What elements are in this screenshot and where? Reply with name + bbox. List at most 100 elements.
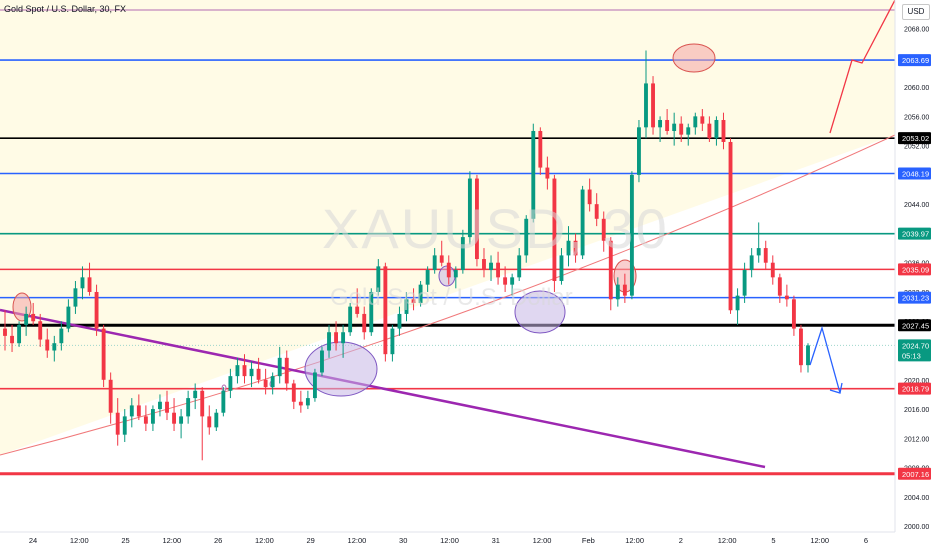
level-price-tag — [898, 382, 931, 395]
candle-body — [679, 123, 684, 135]
candle-body — [446, 262, 451, 278]
candle-body — [587, 189, 592, 205]
candle-body — [545, 167, 550, 179]
candle-body — [129, 405, 134, 417]
price-tick-label: 2052.00 — [904, 144, 929, 151]
level-price-label: 2048.19 — [902, 170, 929, 179]
candle-body — [10, 335, 14, 344]
level-price-tag — [898, 132, 931, 145]
candle-body — [538, 130, 543, 168]
candle-body — [150, 409, 155, 424]
time-tick-label: 24 — [29, 536, 37, 545]
highlight-ellipse-4 — [514, 290, 566, 334]
rising-support-line — [0, 134, 896, 456]
time-tick-label: 12:00 — [810, 536, 829, 545]
level-price-label: 2007.16 — [902, 470, 929, 479]
time-tick-label: 29 — [306, 536, 314, 545]
candle-body — [651, 83, 655, 128]
candle-body — [31, 313, 36, 322]
candle-body — [637, 127, 641, 175]
candle-body — [369, 291, 374, 333]
candle-body — [686, 127, 691, 135]
watermark-name: Gold Spot / U.S. Dollar — [330, 284, 573, 311]
descending-trendline — [0, 308, 766, 469]
time-tick-label: Feb — [582, 536, 595, 545]
time-tick-label: 2 — [679, 536, 683, 545]
candle-body — [524, 218, 529, 256]
candle-body — [799, 328, 803, 366]
price-tick-label: 2020.00 — [904, 378, 929, 385]
candle-body — [327, 332, 331, 351]
candle-body — [143, 416, 148, 424]
candle-body — [277, 357, 282, 377]
currency-button[interactable]: USD — [902, 4, 930, 20]
candle-body — [806, 345, 810, 366]
candle-body — [376, 266, 381, 292]
candle-body — [580, 189, 585, 256]
candle-body — [17, 324, 22, 344]
candle-body — [52, 343, 57, 351]
candle-body — [24, 313, 29, 325]
shaded-zone-layer — [0, 0, 895, 455]
candle-body — [228, 376, 233, 391]
level-price-tag — [898, 54, 931, 67]
time-tick-label: 12:00 — [625, 536, 644, 545]
candle-body — [284, 357, 289, 384]
candle-body — [594, 204, 599, 219]
level-price-label: 2035.09 — [902, 265, 929, 274]
candle-body — [777, 277, 782, 296]
current-price-label: 2024.70 — [902, 341, 929, 350]
bullish-projection-arrow — [829, 0, 896, 134]
time-tick-label: 12:00 — [255, 536, 274, 545]
candle-body — [235, 365, 240, 377]
price-tick-label: 2060.00 — [904, 85, 929, 92]
candle-body — [136, 405, 141, 417]
candle-body — [700, 116, 705, 124]
candle-body — [475, 178, 479, 260]
candle-body — [66, 306, 71, 329]
time-tick-label: 12:00 — [533, 536, 552, 545]
candle-body — [756, 248, 761, 256]
price-tick-label: 2016.00 — [904, 407, 929, 414]
candle-body — [320, 350, 324, 373]
candle-body — [73, 288, 78, 307]
candle-body — [186, 398, 191, 417]
candle-body — [425, 270, 430, 285]
candle-body — [94, 291, 99, 329]
candle-body — [517, 255, 522, 278]
candle-body — [629, 174, 634, 296]
candle-body — [383, 266, 388, 355]
candle-body — [665, 120, 670, 131]
bearish-arrow-head — [829, 382, 843, 394]
chart-title: Gold Spot / U.S. Dollar, 30, FX — [4, 4, 127, 14]
candle-body — [348, 306, 353, 333]
level-price-tag — [898, 263, 931, 276]
candle-body — [193, 390, 198, 399]
candle-body — [601, 218, 606, 241]
candle-body — [122, 416, 127, 435]
bearish-projection-arrow — [809, 325, 841, 394]
highlight-ellipse-1 — [672, 43, 716, 73]
time-tick-label: 5 — [771, 536, 775, 545]
candle-body — [200, 390, 205, 417]
highlight-ellipse-0 — [12, 292, 32, 322]
candle-body — [158, 401, 162, 410]
candle-body — [566, 240, 571, 256]
price-tick-label: 2000.00 — [904, 524, 929, 531]
candle-body — [559, 255, 564, 282]
candle-body — [644, 83, 648, 128]
candle-body — [411, 299, 416, 303]
candle-body — [87, 277, 92, 292]
candle-body — [791, 299, 796, 329]
candle-body — [770, 262, 775, 278]
candle-body — [763, 248, 768, 263]
candle-body — [3, 328, 7, 336]
candle-body — [622, 284, 627, 296]
candles-layer — [3, 50, 810, 461]
shaded-zone — [0, 0, 895, 455]
candle-body — [312, 372, 317, 399]
candle-body — [658, 120, 663, 128]
level-price-tag — [898, 291, 931, 304]
